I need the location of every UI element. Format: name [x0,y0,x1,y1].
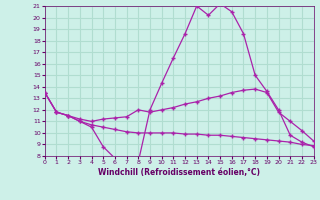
X-axis label: Windchill (Refroidissement éolien,°C): Windchill (Refroidissement éolien,°C) [98,168,260,177]
